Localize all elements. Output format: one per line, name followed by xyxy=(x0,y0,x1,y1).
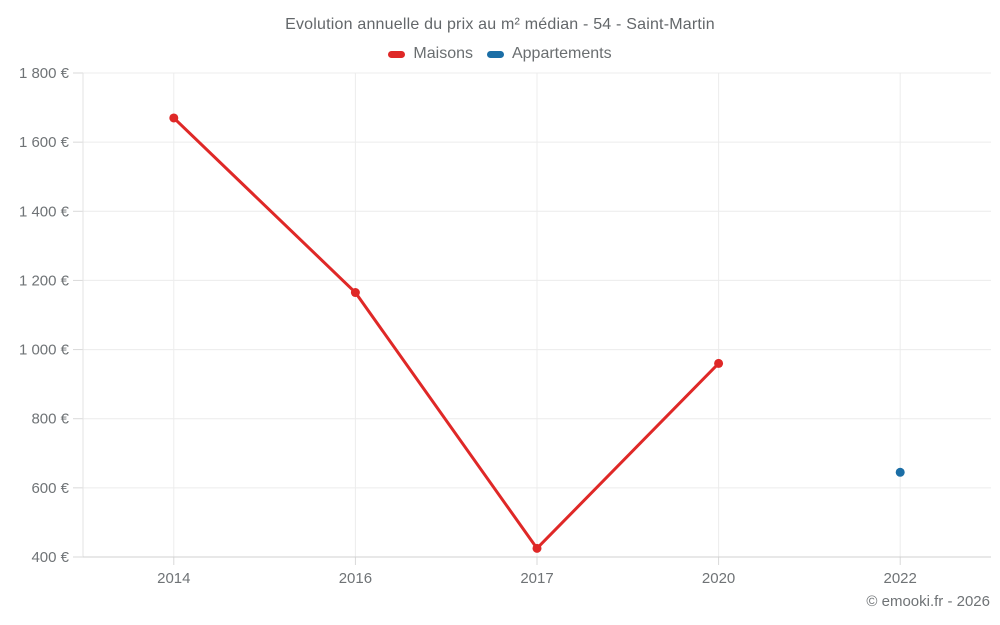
copyright-text: © emooki.fr - 2026 xyxy=(866,593,990,610)
x-axis-label: 2020 xyxy=(702,570,735,587)
data-point-maisons-2017[interactable] xyxy=(532,543,542,553)
x-axis-label: 2014 xyxy=(157,570,190,587)
y-axis-label: 1 400 € xyxy=(19,203,70,220)
maisons-legend-swatch-icon xyxy=(388,50,406,58)
y-axis-label: 1 800 € xyxy=(19,65,70,82)
x-axis-label: 2016 xyxy=(339,570,372,587)
x-axis-label: 2022 xyxy=(884,570,917,587)
y-axis-label: 1 200 € xyxy=(19,272,70,289)
legend-item-maisons[interactable]: Maisons xyxy=(388,45,473,63)
data-point-maisons-2016[interactable] xyxy=(350,288,360,298)
legend-label-appartements: Appartements xyxy=(511,45,612,62)
y-axis-label: 1 000 € xyxy=(19,342,70,359)
chart-title: Evolution annuelle du prix au m² médian … xyxy=(285,16,715,33)
appartements-legend-swatch-icon xyxy=(486,50,504,58)
y-axis-label: 800 € xyxy=(31,411,69,428)
y-axis-label: 600 € xyxy=(31,480,69,497)
y-axis-label: 400 € xyxy=(31,549,69,566)
data-point-maisons-2014[interactable] xyxy=(169,113,179,123)
data-point-maisons-2020[interactable] xyxy=(714,358,724,368)
legend-item-appartements[interactable]: Appartements xyxy=(486,45,612,63)
y-axis-label: 1 600 € xyxy=(19,134,70,151)
series-line-maisons xyxy=(172,116,720,550)
legend-label-maisons: Maisons xyxy=(413,45,473,62)
data-point-appartements-2022[interactable] xyxy=(895,467,905,477)
legend: Maisons Appartements xyxy=(0,45,1000,63)
x-axis-label: 2017 xyxy=(520,570,553,587)
